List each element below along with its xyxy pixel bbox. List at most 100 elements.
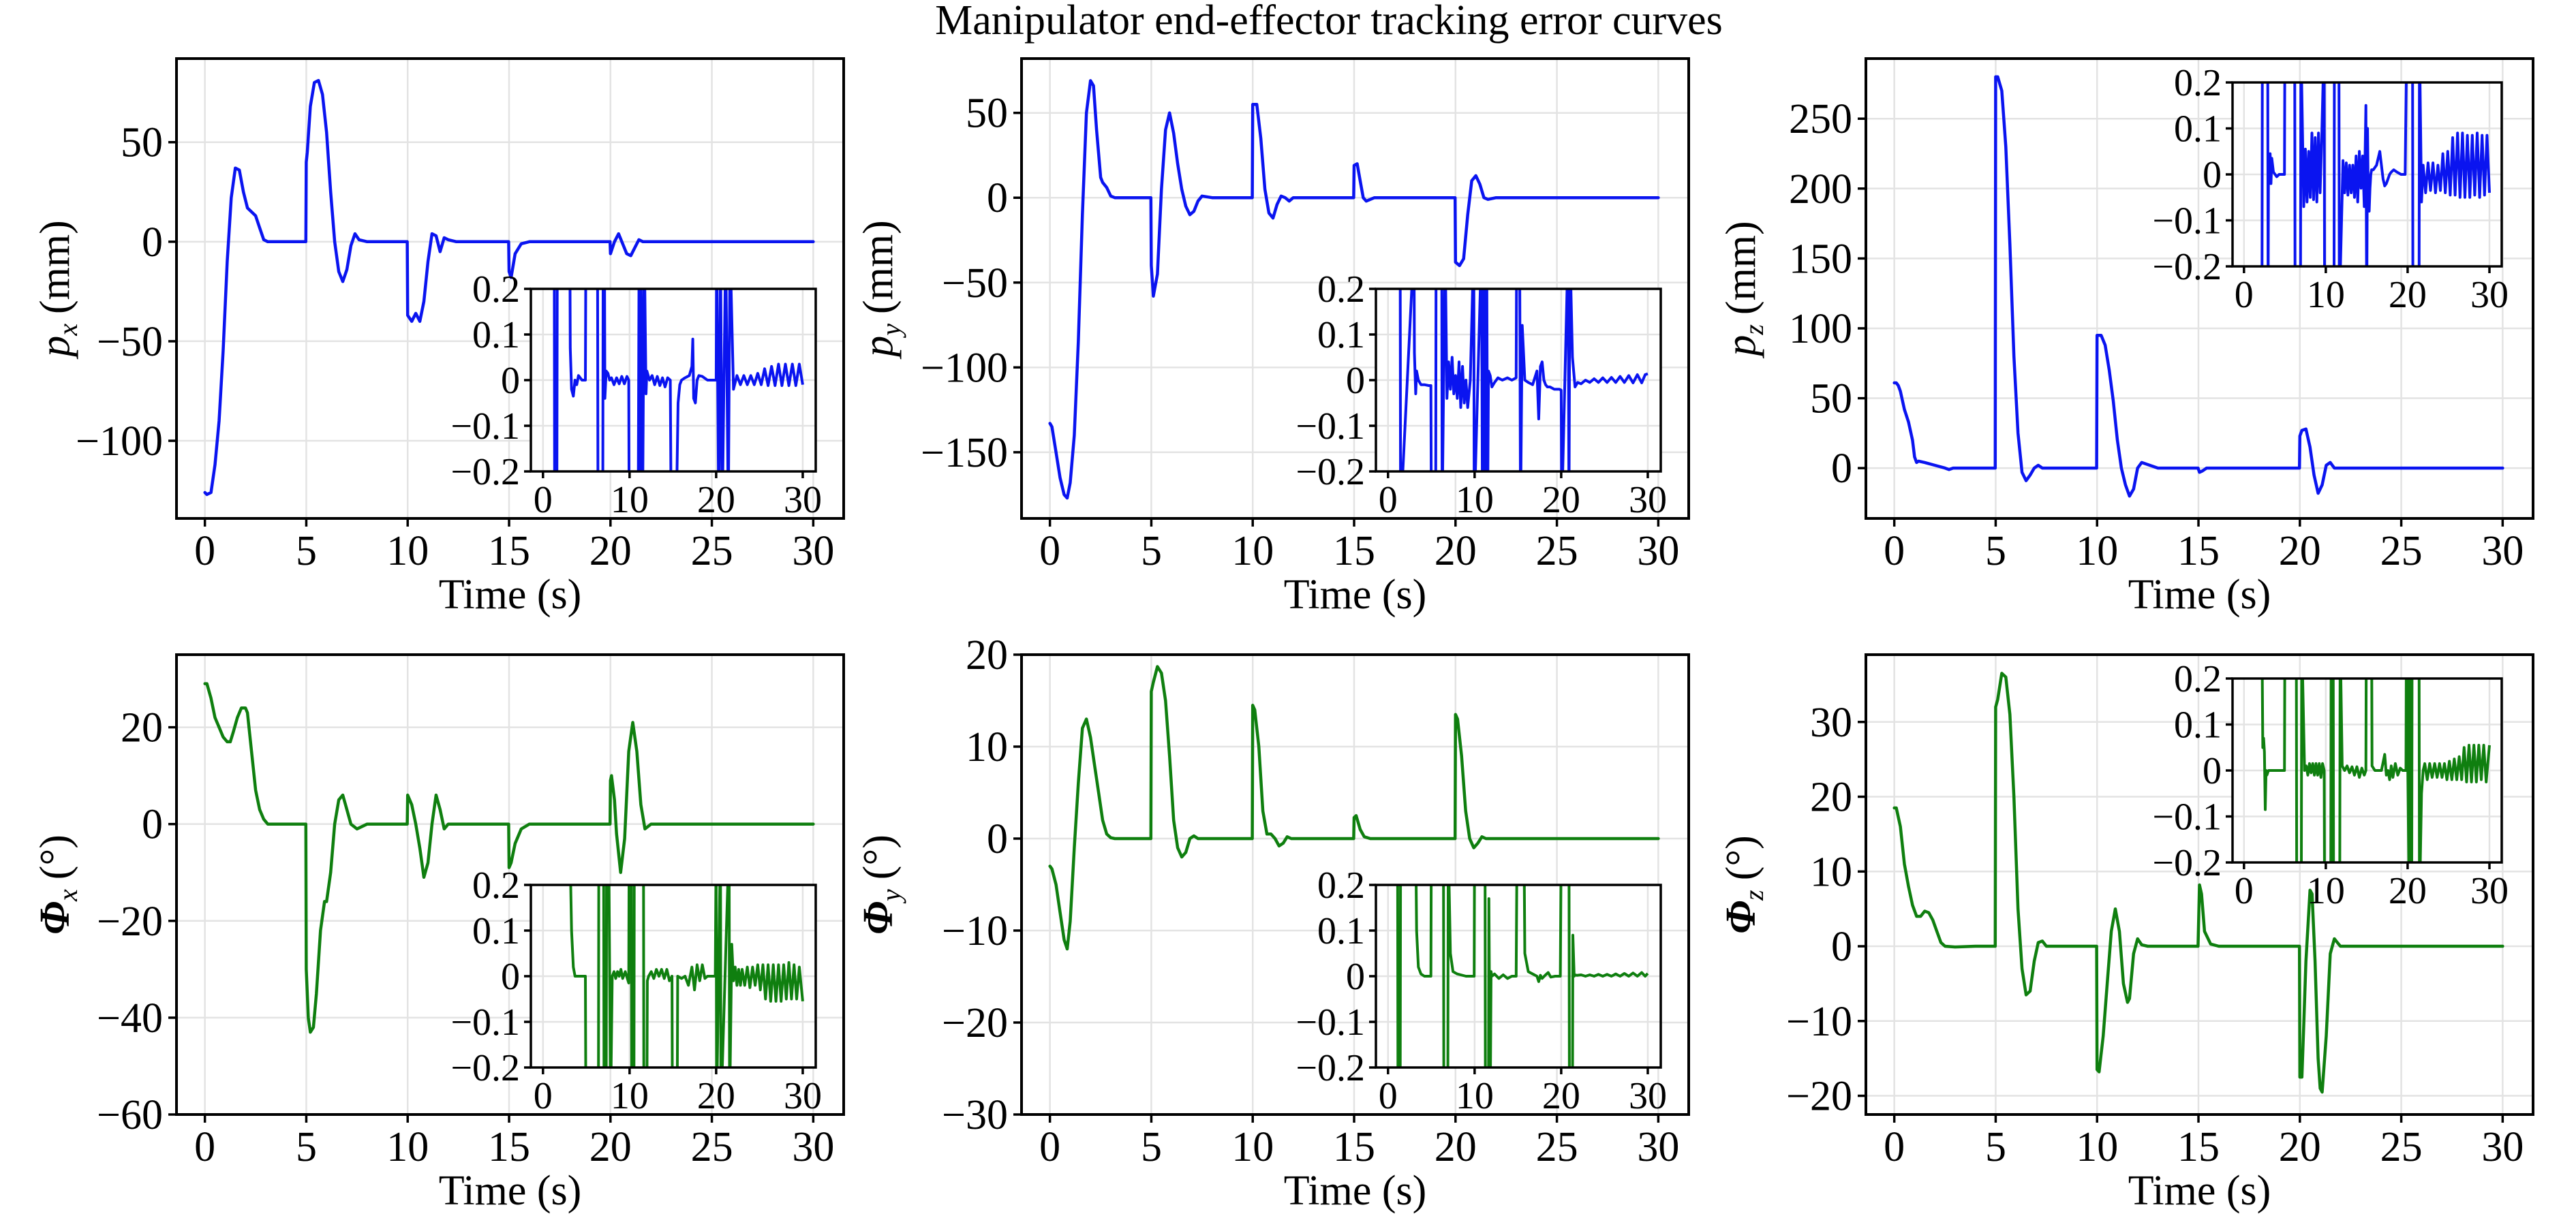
x-tick-label: 0 bbox=[194, 1124, 215, 1170]
x-tick-label: 5 bbox=[1141, 1124, 1162, 1170]
inset-x-tick-label: 20 bbox=[697, 1075, 735, 1117]
inset-y-tick-label: 0.2 bbox=[472, 864, 520, 907]
inset-x-tick-label: 20 bbox=[1542, 479, 1580, 521]
x-axis-label: Time (s) bbox=[1284, 1168, 1427, 1214]
inset-zoom-pz: 0 10 20 30−0.2−0.100.10.2 bbox=[2152, 62, 2509, 316]
y-tick-label: 100 bbox=[1789, 306, 1852, 352]
y-tick-label: 0 bbox=[1831, 924, 1852, 970]
inset-data-line bbox=[1396, 885, 1649, 1067]
x-tick-label: 0 bbox=[1884, 528, 1905, 574]
x-tick-label: 25 bbox=[1536, 528, 1578, 574]
y-tick-label: 150 bbox=[1789, 236, 1852, 282]
inset-y-tick-label: −0.1 bbox=[2152, 796, 2222, 839]
x-axis-label: Time (s) bbox=[439, 572, 582, 618]
y-tick-label: 0 bbox=[142, 219, 163, 266]
data-line bbox=[203, 682, 815, 1034]
y-label-symbol: Φ bbox=[855, 901, 902, 935]
inset-y-tick-label: 0.2 bbox=[2174, 658, 2222, 700]
inset-x-tick-label: 20 bbox=[2389, 870, 2427, 912]
x-tick-label: 10 bbox=[2076, 528, 2118, 574]
y-label-subscript: x bbox=[52, 324, 83, 337]
y-tick-label: −30 bbox=[942, 1092, 1008, 1138]
inset-data-line bbox=[553, 289, 804, 471]
inset-x-tick-label: 30 bbox=[784, 1075, 822, 1117]
inset-y-tick-label: 0.1 bbox=[1317, 314, 1365, 356]
inset-x-tick-label: 10 bbox=[1456, 479, 1494, 521]
y-axis-label: px (mm) bbox=[32, 220, 83, 360]
inset-x-tick-label: 10 bbox=[2307, 274, 2345, 316]
y-label-unit: (mm) bbox=[855, 220, 902, 314]
y-tick-label: −150 bbox=[921, 430, 1008, 476]
inset-x-tick-label: 10 bbox=[2307, 870, 2345, 912]
y-tick-label: −20 bbox=[1786, 1074, 1852, 1120]
y-label-unit: (mm) bbox=[1718, 221, 1764, 315]
inset-y-tick-label: 0.1 bbox=[472, 314, 520, 356]
x-tick-label: 10 bbox=[386, 1124, 429, 1170]
inset-x-tick-label: 30 bbox=[2470, 870, 2509, 912]
x-tick-label: 30 bbox=[1637, 1124, 1679, 1170]
x-tick-label: 0 bbox=[1884, 1124, 1905, 1170]
x-tick-label: 25 bbox=[2380, 1124, 2423, 1170]
x-tick-label: 25 bbox=[2380, 528, 2423, 574]
inset-x-tick-label: 20 bbox=[1542, 1075, 1580, 1117]
x-axis-label: Time (s) bbox=[2128, 572, 2271, 618]
inset-gridlines bbox=[1376, 289, 1661, 471]
data-line bbox=[1892, 672, 2504, 1094]
inset-x-tick-label: 30 bbox=[2470, 274, 2509, 316]
subplot-px: 0 5 10 15 20 25 30 −100 −50 0 50 Time (s) px (mm) 0 10 2… bbox=[32, 57, 845, 618]
y-tick-label: −20 bbox=[97, 899, 163, 945]
inset-x-tick-label: 30 bbox=[1629, 479, 1667, 521]
x-tick-label: 20 bbox=[589, 528, 632, 574]
x-tick-label: 20 bbox=[1435, 528, 1477, 574]
y-label-subscript: y bbox=[876, 889, 906, 904]
inset-x-tick-label: 0 bbox=[2235, 870, 2254, 912]
y-tick-label: 250 bbox=[1789, 96, 1852, 142]
inset-x-tick-label: 10 bbox=[611, 1075, 649, 1117]
y-label-unit: (°) bbox=[32, 835, 78, 879]
y-tick-label: 200 bbox=[1789, 166, 1852, 213]
inset-data-line bbox=[2260, 82, 2491, 266]
y-axis-label: Φy (°) bbox=[855, 835, 906, 935]
y-tick-label: −50 bbox=[97, 319, 163, 365]
x-tick-label: 15 bbox=[1333, 528, 1375, 574]
y-tick-label: −40 bbox=[97, 995, 163, 1042]
inset-y-tick-label: −0.2 bbox=[1295, 1047, 1365, 1089]
inset-y-tick-label: 0 bbox=[501, 360, 520, 402]
inset-x-tick-label: 30 bbox=[784, 479, 822, 521]
y-tick-label: 50 bbox=[1810, 376, 1852, 422]
inset-y-tick-label: 0 bbox=[2203, 154, 2222, 196]
y-label-symbol: p bbox=[1718, 335, 1764, 359]
y-tick-label: 30 bbox=[1810, 700, 1852, 746]
inset-y-tick-label: 0.1 bbox=[2174, 108, 2222, 151]
inset-data-line bbox=[1398, 289, 1649, 471]
x-tick-label: 5 bbox=[296, 528, 317, 574]
y-label-subscript: y bbox=[876, 324, 906, 339]
x-tick-label: 30 bbox=[2481, 1124, 2524, 1170]
inset-y-tick-label: 0 bbox=[1346, 956, 1365, 998]
inset-y-tick-label: −0.1 bbox=[2152, 200, 2222, 243]
y-label-unit: (°) bbox=[1718, 835, 1764, 880]
y-label-symbol: p bbox=[32, 336, 78, 360]
subplot-phiz: 0 5 10 15 20 25 30 −20 −10 0 10 20 30 Time (s) Φz (°) 0 1… bbox=[1718, 653, 2534, 1214]
inset-y-tick-label: 0.1 bbox=[472, 910, 520, 952]
inset-y-tick-label: −0.2 bbox=[1295, 451, 1365, 493]
inset-y-tick-label: −0.1 bbox=[450, 1001, 520, 1044]
y-tick-label: −10 bbox=[1786, 999, 1852, 1045]
data-line bbox=[1892, 75, 2504, 498]
inset-zoom-phiy: 0 10 20 30−0.2−0.100.10.2 bbox=[1295, 864, 1667, 1117]
x-tick-label: 10 bbox=[1231, 528, 1274, 574]
inset-x-tick-label: 30 bbox=[1629, 1075, 1667, 1117]
y-tick-label: −20 bbox=[942, 1000, 1008, 1046]
y-tick-label: 20 bbox=[1810, 775, 1852, 821]
x-tick-label: 30 bbox=[2481, 528, 2524, 574]
x-tick-label: 25 bbox=[691, 1124, 733, 1170]
y-tick-label: 20 bbox=[121, 705, 163, 751]
x-tick-label: 20 bbox=[2279, 1124, 2321, 1170]
inset-x-tick-label: 10 bbox=[1456, 1075, 1494, 1117]
inset-x-tick-label: 0 bbox=[1379, 1075, 1398, 1117]
x-tick-label: 15 bbox=[1333, 1124, 1375, 1170]
